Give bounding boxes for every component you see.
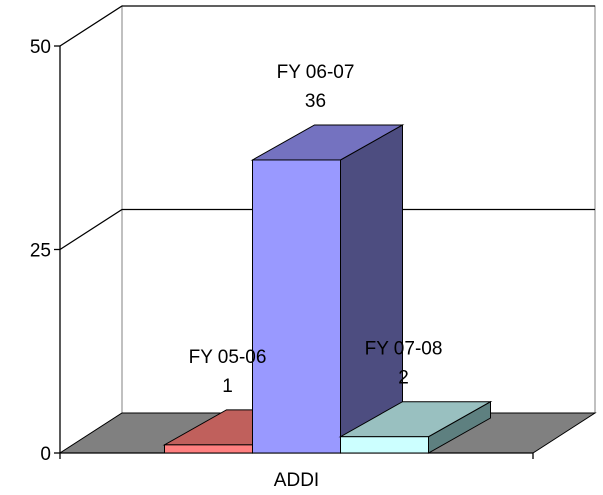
bar-front bbox=[252, 159, 341, 454]
y-tick-label-1: 25 bbox=[30, 241, 51, 262]
data-label-series-name: FY 05-06 bbox=[189, 347, 267, 368]
data-label-value: 1 bbox=[222, 376, 233, 397]
bar-front bbox=[340, 436, 429, 454]
data-labels: FY 05-06 1 FY 06-07 36 FY 07-08 2 bbox=[189, 62, 443, 397]
y-tick-label-2: 50 bbox=[30, 37, 51, 58]
bars bbox=[162, 124, 493, 454]
gridline-1 bbox=[59, 208, 595, 251]
gridline-2 bbox=[59, 5, 595, 47]
bar-side bbox=[340, 124, 403, 454]
y-axis-tick-labels: 0 25 50 bbox=[30, 37, 51, 465]
y-tick-label-0: 0 bbox=[40, 444, 51, 465]
data-label-value: 2 bbox=[398, 368, 409, 389]
bar-front bbox=[164, 444, 253, 454]
data-label-series-name: FY 06-07 bbox=[277, 62, 355, 83]
bar-fy-06-07 bbox=[250, 124, 405, 454]
data-label-value: 36 bbox=[305, 91, 326, 112]
x-tick-label-0: ADDI bbox=[274, 470, 319, 491]
x-axis-tick-labels: ADDI bbox=[274, 470, 319, 491]
data-label-series-name: FY 07-08 bbox=[365, 339, 443, 360]
bar-fy-07-08 bbox=[338, 400, 493, 454]
gridlines bbox=[59, 5, 595, 251]
